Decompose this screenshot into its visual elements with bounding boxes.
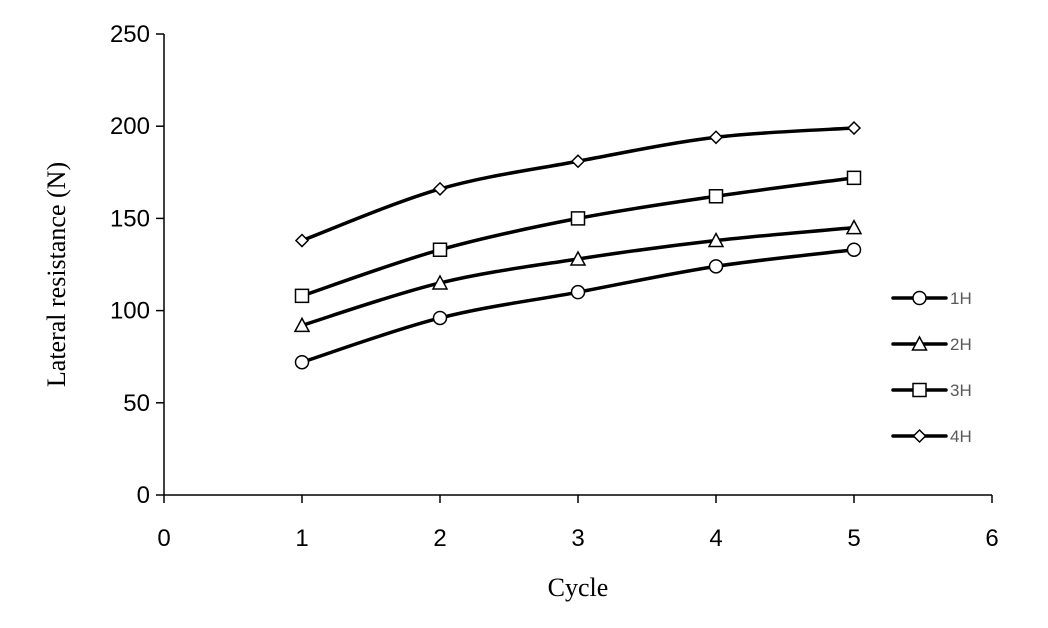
data-point-1h (432, 310, 448, 326)
data-point-1h (846, 242, 862, 257)
data-point-2h (845, 219, 863, 235)
legend-label-1h: 1H (950, 289, 972, 308)
data-point-4h (432, 181, 448, 196)
data-point-3h (846, 170, 862, 186)
data-point-4h (294, 233, 310, 248)
legend-label-2h: 2H (950, 335, 972, 354)
y-tick-label: 100 (110, 298, 150, 325)
series-line-2h (300, 225, 856, 328)
series-2h (293, 219, 863, 333)
data-point-1h (708, 259, 724, 274)
x-axis-title: Cycle (548, 573, 609, 602)
data-point-2h (293, 316, 311, 333)
legend-item-3h: 3H (891, 381, 972, 400)
legend-label-4h: 4H (950, 427, 972, 446)
data-point-4h (846, 120, 862, 136)
series-3h (294, 170, 862, 304)
series-group (293, 120, 863, 370)
x-tick-label: 3 (571, 525, 584, 552)
legend-label-3h: 3H (950, 381, 972, 400)
y-tick-label: 200 (110, 113, 150, 140)
x-ticks: 0 1 2 3 4 5 6 (157, 495, 999, 552)
series-4h (294, 120, 862, 248)
data-point-2h (431, 274, 449, 290)
y-tick-label: 0 (137, 482, 150, 509)
data-point-3h (294, 288, 310, 304)
series-line-3h (300, 176, 856, 298)
x-tick-label: 1 (295, 525, 308, 552)
data-point-3h (432, 242, 448, 257)
x-tick-label: 0 (157, 525, 170, 552)
legend-item-2h: 2H (891, 335, 972, 354)
data-point-4h (570, 154, 586, 169)
legend-marker-2h (911, 335, 928, 351)
y-axis-title: Lateral resistance (N) (42, 162, 71, 387)
data-point-1h (570, 284, 586, 300)
y-tick-label: 50 (123, 390, 150, 417)
series-1h (294, 242, 862, 370)
legend-item-1h: 1H (891, 289, 972, 308)
legend-marker-4h (912, 428, 927, 444)
y-tick-label: 250 (110, 21, 150, 48)
legend: 1H 2H 3H 4H (891, 289, 972, 446)
data-point-3h (708, 189, 724, 204)
x-tick-label: 5 (847, 525, 860, 552)
legend-marker-3h (912, 382, 927, 398)
data-point-3h (570, 211, 586, 226)
x-tick-label: 6 (985, 525, 998, 552)
data-point-1h (294, 354, 310, 370)
y-ticks: 0 50 100 150 200 250 (110, 21, 164, 509)
legend-item-4h: 4H (891, 427, 972, 446)
data-point-2h (707, 231, 725, 248)
y-tick-label: 150 (110, 205, 150, 232)
x-tick-label: 2 (433, 525, 446, 552)
x-tick-label: 4 (709, 525, 722, 552)
data-point-2h (569, 250, 587, 266)
legend-marker-1h (912, 290, 927, 306)
data-point-4h (708, 130, 724, 145)
